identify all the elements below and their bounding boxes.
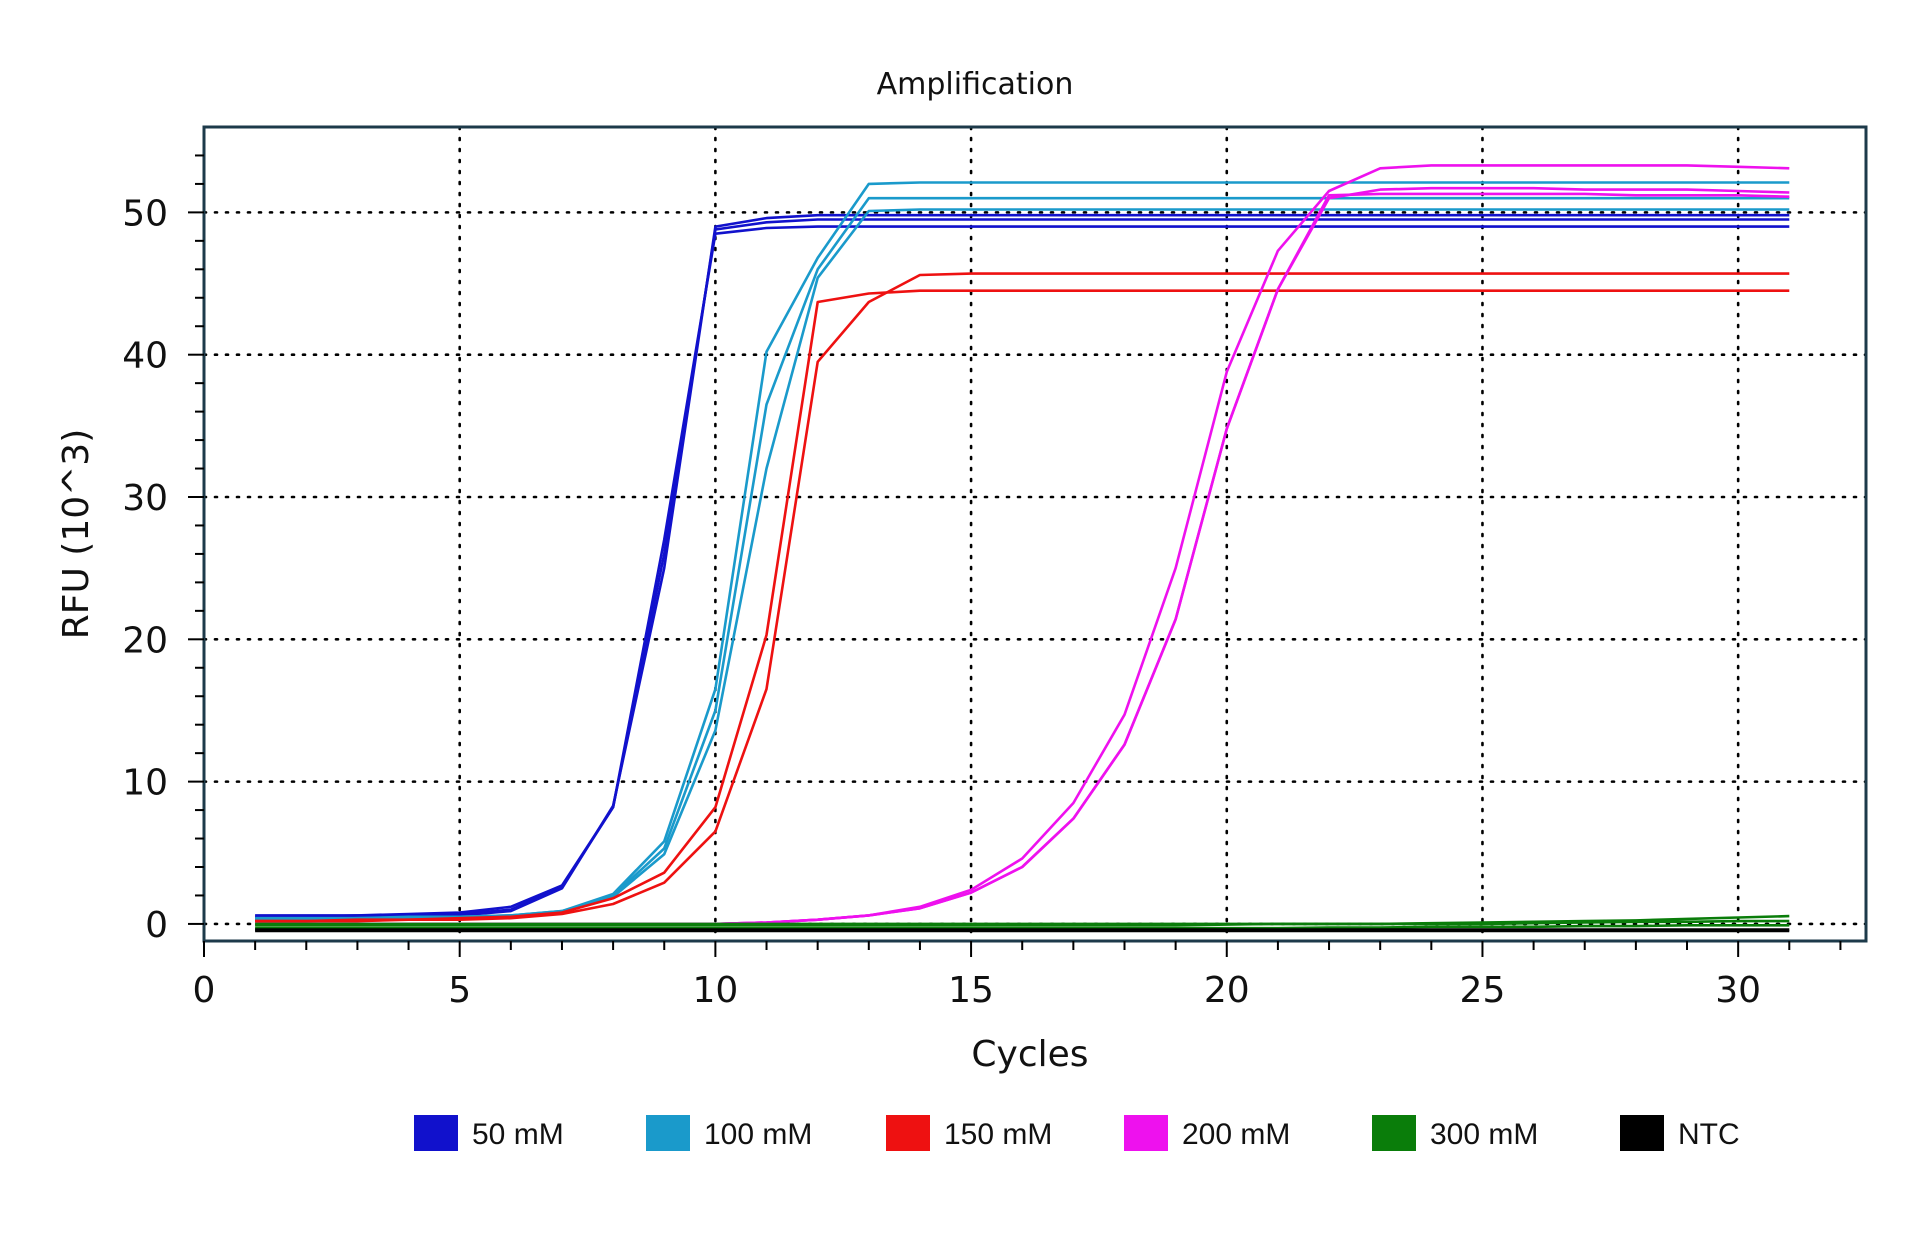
y-tick-label: 30 [122, 478, 168, 519]
legend-label-ntc: NTC [1678, 1118, 1740, 1151]
series-line-50-mm [255, 225, 1790, 917]
legend-swatch-100-mm [646, 1115, 690, 1151]
series-lines [255, 164, 1790, 933]
legend-label-50-mm: 50 mM [472, 1118, 564, 1151]
y-tick-label: 20 [122, 620, 168, 661]
x-tick-label: 15 [948, 970, 994, 1011]
legend-label-200-mm: 200 mM [1182, 1118, 1290, 1151]
y-tick-label: 0 [145, 905, 168, 946]
legend-swatch-50-mm [414, 1115, 458, 1151]
series-line-300-mm [255, 923, 1790, 930]
x-tick-label: 5 [448, 970, 471, 1011]
axes: 0 5 10 15 20 25 30 0 10 20 30 40 50 [122, 154, 1842, 1011]
series-line-100-mm [255, 181, 1790, 920]
series-line-150-mm [255, 289, 1790, 923]
series-line-50-mm [255, 218, 1790, 919]
x-tick-label: 25 [1460, 970, 1506, 1011]
chart-title: Amplification [877, 67, 1074, 102]
series-line-100-mm [255, 196, 1790, 922]
legend-label-150-mm: 150 mM [944, 1118, 1052, 1151]
legend-swatch-ntc [1620, 1115, 1664, 1151]
y-axis-label: RFU (10^3) [56, 429, 97, 639]
x-tick-label: 0 [193, 970, 216, 1011]
series-line-100-mm [255, 208, 1790, 922]
legend-swatch-150-mm [886, 1115, 930, 1151]
y-tick-label: 40 [122, 336, 168, 377]
legend-label-100-mm: 100 mM [704, 1118, 812, 1151]
plot-frame [202, 125, 1868, 943]
x-tick-label: 20 [1204, 970, 1250, 1011]
x-tick-label: 10 [692, 970, 738, 1011]
series-line-300-mm [255, 919, 1790, 927]
legend: 50 mM 100 mM 150 mM 200 mM 300 mM NTC [414, 1115, 1740, 1151]
series-line-200-mm [255, 192, 1790, 926]
y-tick-label: 50 [122, 193, 168, 234]
legend-swatch-200-mm [1124, 1115, 1168, 1151]
series-line-50-mm [255, 213, 1790, 920]
y-tick-label: 10 [122, 763, 168, 804]
grid-lines [202, 125, 1868, 943]
legend-label-300-mm: 300 mM [1430, 1118, 1538, 1151]
series-line-150-mm [255, 272, 1790, 923]
series-line-300-mm [255, 914, 1790, 926]
x-axis-label: Cycles [971, 1034, 1088, 1075]
x-tick-label: 30 [1715, 970, 1761, 1011]
series-line-200-mm [255, 186, 1790, 926]
series-line-200-mm [255, 164, 1790, 926]
legend-swatch-300-mm [1372, 1115, 1416, 1151]
